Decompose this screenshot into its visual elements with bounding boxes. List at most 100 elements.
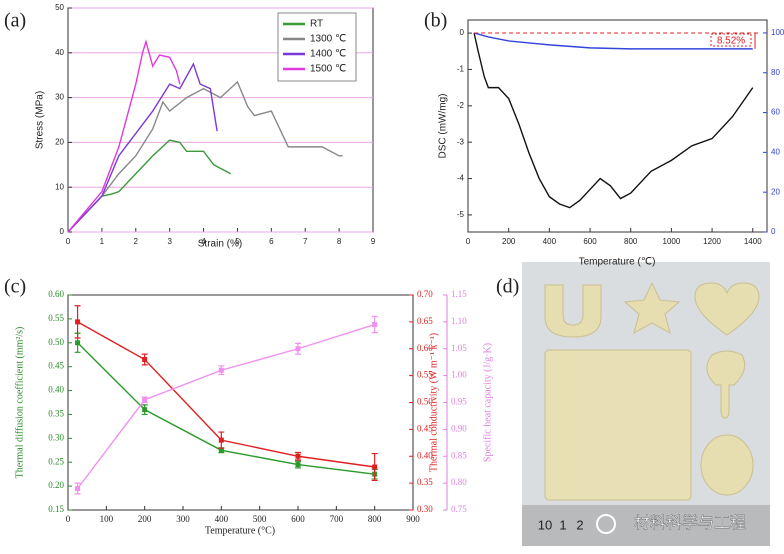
series-line bbox=[67, 80, 343, 233]
point bbox=[75, 340, 81, 346]
panel-label: (d) bbox=[496, 276, 519, 298]
x-tick-label: 1400 bbox=[744, 237, 762, 246]
y-tick-label: -5 bbox=[457, 210, 465, 219]
x-tick-label: 3 bbox=[167, 237, 172, 246]
point bbox=[295, 462, 301, 468]
y-tick-label: 0.30 bbox=[48, 432, 64, 442]
y2-tick-label: 0.60 bbox=[417, 343, 433, 353]
y-tick-label: 0.25 bbox=[48, 456, 64, 466]
heart-sample bbox=[694, 282, 760, 336]
x-tick-label: 400 bbox=[543, 237, 557, 246]
x-tick-label: 300 bbox=[176, 514, 190, 524]
tulip-sample bbox=[706, 350, 746, 419]
panel-label: (b) bbox=[424, 10, 447, 32]
disc-sample bbox=[700, 434, 754, 496]
y3-tick-label: 0.90 bbox=[451, 423, 467, 433]
x-tick-label: 8 bbox=[337, 237, 342, 246]
y-axis-label: DSC (mW/mg) bbox=[438, 94, 449, 159]
y2-tick-label: 0.65 bbox=[417, 316, 433, 326]
y-tick-label: -4 bbox=[457, 174, 465, 183]
plot-frame bbox=[467, 19, 768, 233]
x-tick-label: 900 bbox=[406, 514, 420, 524]
y-tick-label: 0.60 bbox=[48, 289, 64, 299]
series-line bbox=[67, 139, 231, 233]
y3-tick-label: 1.05 bbox=[451, 343, 467, 353]
point bbox=[218, 447, 224, 453]
y-tick-label: 0.20 bbox=[48, 480, 64, 490]
y-tick-label: 0.45 bbox=[48, 361, 64, 371]
x-axis-label: Strain (%) bbox=[198, 239, 242, 250]
ruler-label: 10 bbox=[538, 517, 552, 532]
point bbox=[295, 346, 301, 352]
x-tick-label: 1000 bbox=[663, 237, 681, 246]
x-tick-label: 0 bbox=[66, 514, 71, 524]
x-tick-label: 600 bbox=[583, 237, 597, 246]
y3-tick-label: 0.75 bbox=[451, 504, 467, 514]
series-line bbox=[473, 32, 754, 209]
y2-tick-label: 0.50 bbox=[417, 397, 433, 407]
y2-tick-label: 60 bbox=[771, 108, 780, 117]
x-tick-label: 5 bbox=[235, 237, 240, 246]
series-line bbox=[67, 39, 181, 233]
y3-tick-label: 0.80 bbox=[451, 477, 467, 487]
x-tick-label: 2 bbox=[134, 237, 139, 246]
annotation: 8.52% bbox=[717, 36, 745, 47]
y-tick-label: 0 bbox=[60, 227, 65, 236]
ruler-label: 2 bbox=[576, 517, 583, 532]
point bbox=[295, 453, 301, 459]
u-sample bbox=[544, 284, 602, 338]
panel-label: (c) bbox=[4, 276, 26, 298]
photo-panel: 10 1 2 材料科学与工程 (d) bbox=[496, 262, 770, 546]
y3-tick-label: 1.00 bbox=[451, 370, 467, 380]
y2-tick-label: 0 bbox=[771, 227, 776, 236]
plot-frame bbox=[67, 294, 414, 511]
y-tick-label: -2 bbox=[457, 101, 465, 110]
y-tick-label: -3 bbox=[457, 137, 465, 146]
point bbox=[218, 437, 224, 443]
y-axis-label: Stress (MPa) bbox=[35, 91, 46, 149]
y3-tick-label: 1.15 bbox=[451, 289, 467, 299]
x-axis-label: Temperature (°C) bbox=[205, 525, 275, 536]
y-tick-label: 50 bbox=[55, 3, 64, 12]
point bbox=[142, 407, 148, 413]
x-tick-label: 800 bbox=[368, 514, 382, 524]
y2-tick-label: 40 bbox=[771, 147, 780, 156]
legend-label: 1300 ℃ bbox=[310, 34, 346, 45]
y-tick-label: 10 bbox=[55, 182, 64, 191]
x-tick-label: 7 bbox=[303, 237, 308, 246]
series-line bbox=[77, 323, 375, 489]
y-tick-label: 40 bbox=[55, 48, 64, 57]
panel-label: (a) bbox=[4, 10, 26, 32]
square-sample bbox=[544, 349, 692, 501]
y-tick-label: -1 bbox=[457, 65, 465, 74]
y2-tick-label: 0.40 bbox=[417, 450, 433, 460]
y2-tick-label: 0.70 bbox=[417, 289, 433, 299]
watermark-icon bbox=[596, 514, 616, 534]
y-tick-label: 20 bbox=[55, 138, 64, 147]
x-tick-label: 600 bbox=[291, 514, 305, 524]
y3-tick-label: 0.85 bbox=[451, 450, 467, 460]
y-tick-label: 0.55 bbox=[48, 313, 64, 323]
point bbox=[218, 367, 224, 373]
point bbox=[372, 322, 378, 328]
x-axis-label: Temperature (℃) bbox=[579, 257, 656, 268]
x-tick-label: 1200 bbox=[703, 237, 721, 246]
series-line bbox=[77, 321, 375, 468]
legend-label: 1500 ℃ bbox=[310, 64, 346, 75]
x-tick-label: 4 bbox=[201, 237, 206, 246]
x-tick-label: 9 bbox=[371, 237, 376, 246]
series-line bbox=[67, 62, 218, 233]
y3-axis-label: Specific heat capacity (J/g·K) bbox=[482, 343, 493, 462]
x-tick-label: 200 bbox=[502, 237, 516, 246]
y2-tick-label: 0.35 bbox=[417, 477, 433, 487]
point bbox=[372, 464, 378, 470]
point bbox=[75, 486, 81, 491]
x-tick-label: 500 bbox=[253, 514, 267, 524]
y-tick-label: 0 bbox=[460, 28, 465, 37]
y-tick-label: 0.40 bbox=[48, 385, 64, 395]
x-tick-label: 100 bbox=[100, 514, 114, 524]
y2-tick-label: 100 bbox=[771, 28, 784, 37]
annotation-box bbox=[710, 33, 752, 47]
